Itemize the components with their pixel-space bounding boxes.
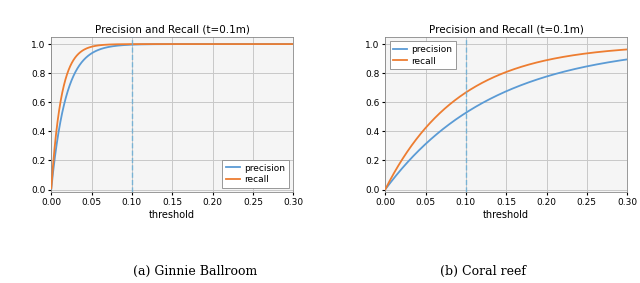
precision <box>289 42 297 46</box>
Line: precision: precision <box>51 44 293 189</box>
precision <box>623 58 631 61</box>
recall <box>159 42 166 46</box>
Title: Precision and Recall (t=0.1m): Precision and Recall (t=0.1m) <box>95 25 250 35</box>
precision <box>616 59 624 62</box>
recall <box>499 72 507 75</box>
Legend: precision, recall: precision, recall <box>390 41 456 69</box>
recall <box>623 48 631 51</box>
recall <box>238 42 246 46</box>
recall <box>381 188 389 191</box>
X-axis label: threshold: threshold <box>149 210 195 220</box>
recall <box>493 74 500 78</box>
precision <box>238 42 246 46</box>
Text: (b) Coral reef: (b) Coral reef <box>440 265 526 278</box>
Text: (a) Ginnie Ballroom: (a) Ginnie Ballroom <box>133 265 257 278</box>
Legend: precision, recall: precision, recall <box>223 160 289 188</box>
recall <box>572 53 580 57</box>
precision <box>493 94 500 97</box>
precision <box>499 91 507 95</box>
recall <box>394 165 401 169</box>
recall <box>165 42 173 46</box>
precision <box>60 105 67 108</box>
Title: Precision and Recall (t=0.1m): Precision and Recall (t=0.1m) <box>429 25 584 35</box>
precision <box>381 188 389 191</box>
precision <box>282 42 290 46</box>
precision <box>47 187 55 190</box>
precision <box>165 42 173 46</box>
recall <box>60 85 67 88</box>
recall <box>47 187 55 190</box>
Line: precision: precision <box>385 59 627 189</box>
precision <box>394 172 401 175</box>
X-axis label: threshold: threshold <box>483 210 529 220</box>
Line: recall: recall <box>51 44 293 188</box>
precision <box>282 42 290 46</box>
precision <box>572 67 580 70</box>
recall <box>282 42 290 46</box>
recall <box>616 48 624 52</box>
recall <box>616 48 624 52</box>
recall <box>282 42 290 46</box>
precision <box>159 42 166 46</box>
precision <box>616 59 624 62</box>
Line: recall: recall <box>385 50 627 189</box>
recall <box>289 42 297 46</box>
